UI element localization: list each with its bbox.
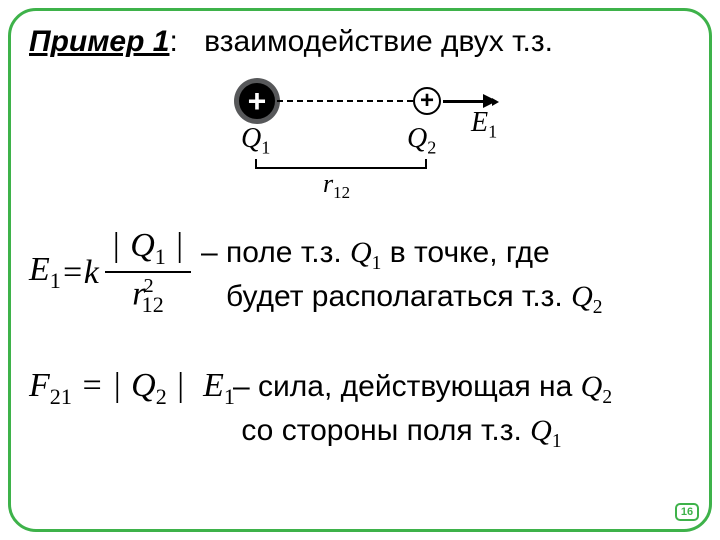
label-q2: Q2 (407, 123, 436, 159)
example-label: Пример 1 (29, 25, 169, 58)
formula-force: F21 = | Q2 | E1 (29, 367, 235, 410)
label-q1: Q1 (241, 123, 270, 159)
charge-q1: + (239, 83, 275, 119)
description-force: – сила, действующая на Q2 со стороны пол… (233, 367, 713, 456)
title-colon: : (169, 25, 177, 58)
description-field: – поле т.з. Q1 в точке, где будет распол… (201, 233, 711, 322)
formula-field: E1 = k | Q1 | r212 (29, 229, 191, 316)
page-number-badge: 16 (675, 503, 699, 521)
label-e1: E1 (471, 107, 497, 143)
charge-diagram: + + Q1 Q2 E1 r12 (239, 83, 529, 193)
dashed-connector (277, 100, 413, 102)
label-r12: r12 (323, 169, 350, 203)
title-row: Пример 1: взаимодействие двух т.з. (29, 25, 553, 59)
slide-frame: Пример 1: взаимодействие двух т.з. + + Q… (8, 8, 712, 532)
title-text: взаимодействие двух т.з. (204, 25, 553, 58)
charge-q2: + (413, 87, 441, 115)
